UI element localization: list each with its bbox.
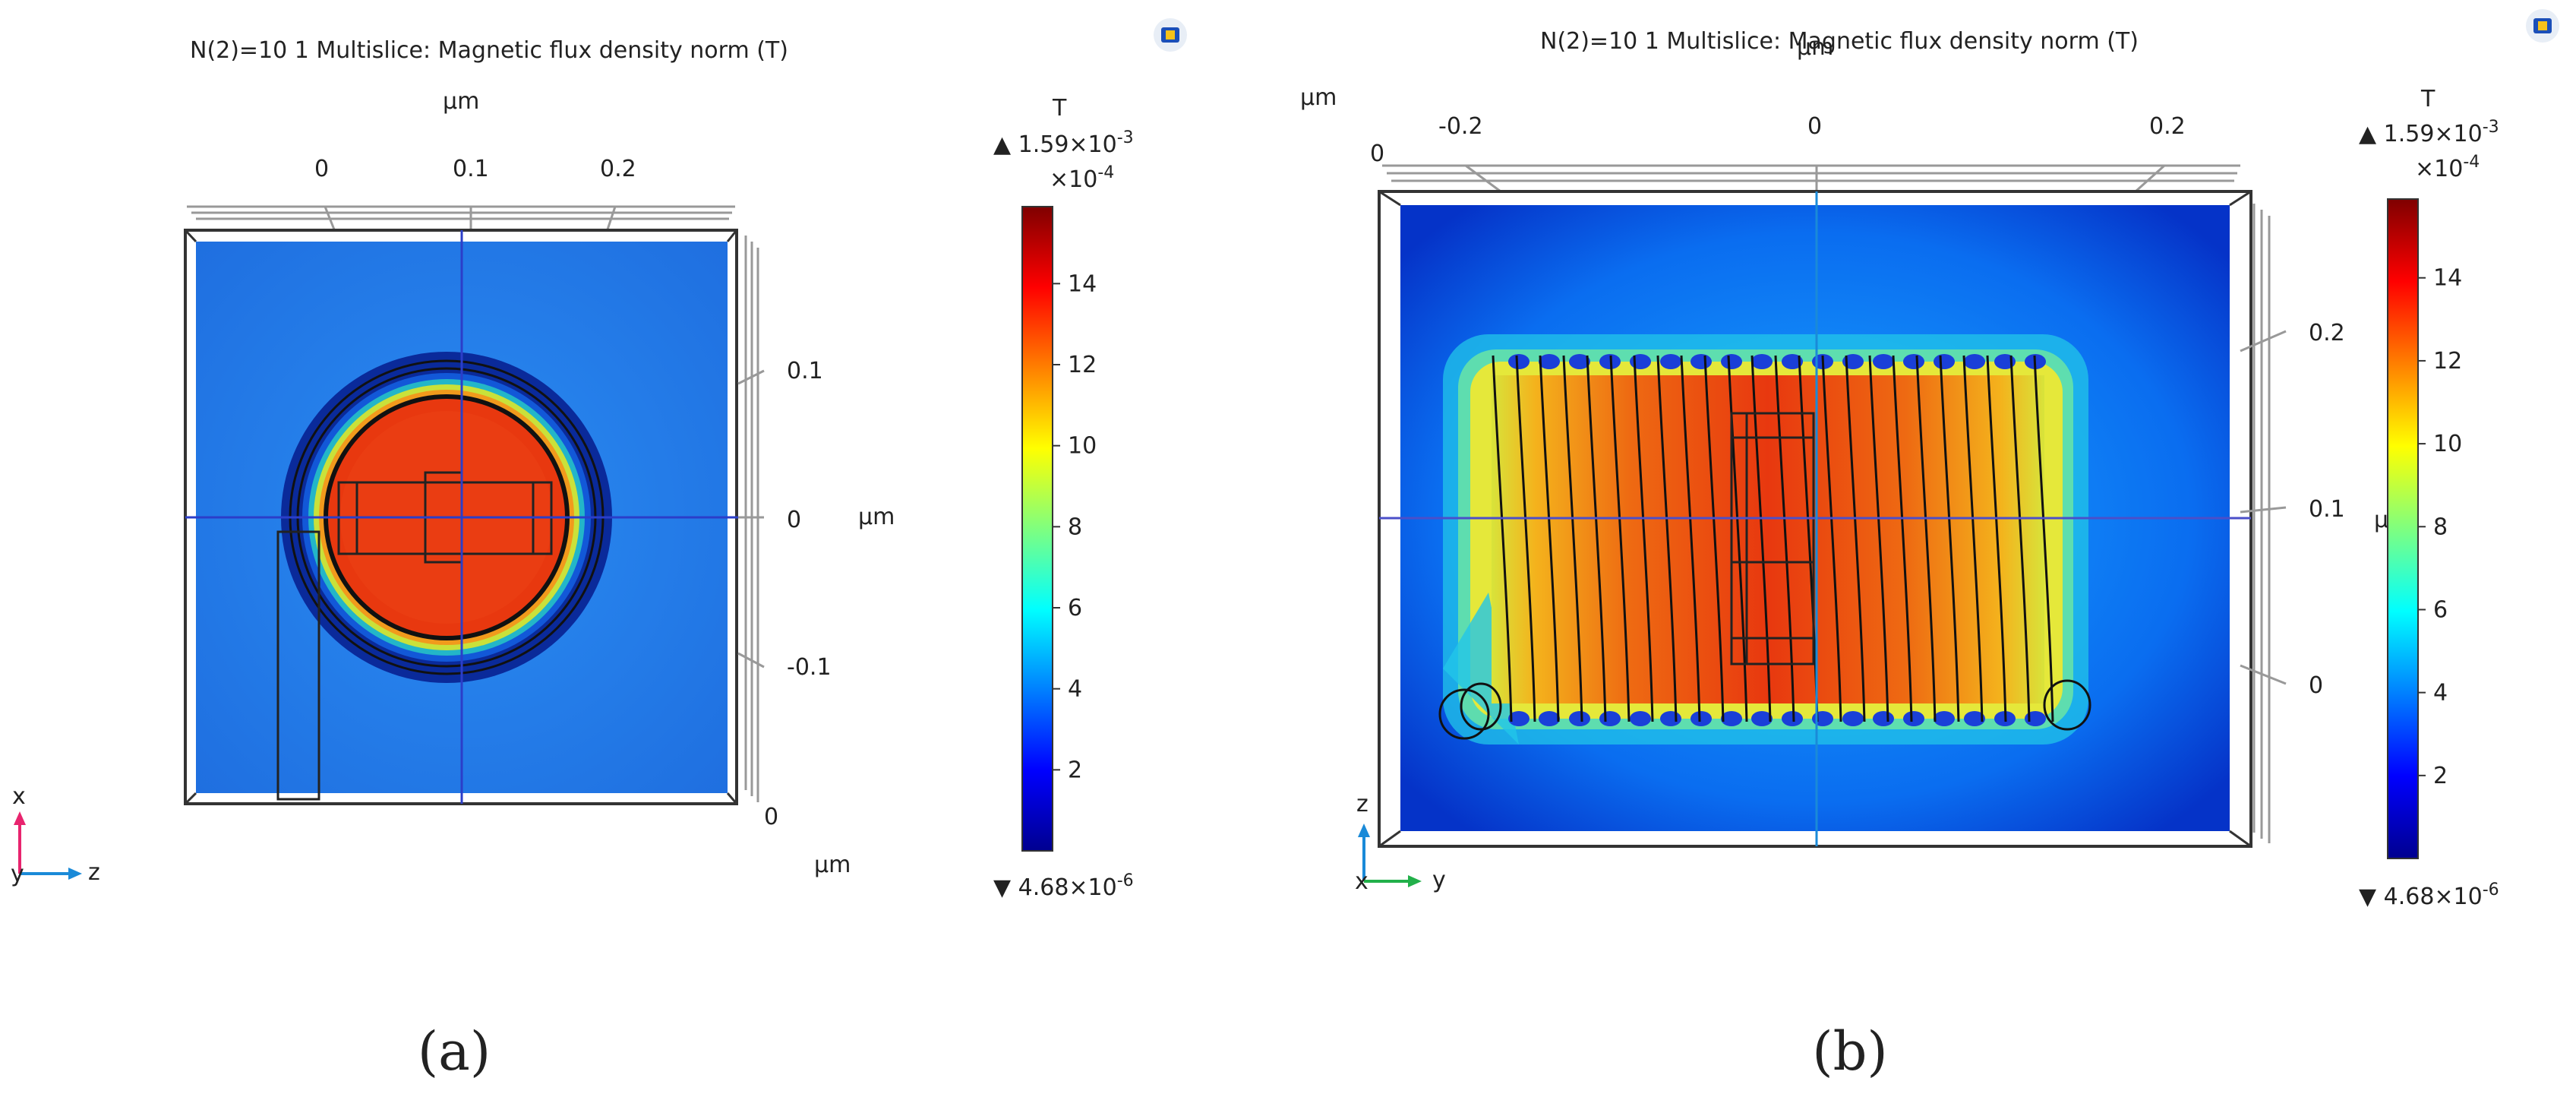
panel-a-triad-up-label: x [12, 783, 26, 810]
panel-a-axis-triad: x z y [11, 783, 100, 887]
panel-b-coil-turn [1986, 355, 2007, 722]
panel-b-colorbar-min: ▼ 4.68×10-6 [2359, 880, 2499, 910]
panel_a-colorbar-tick-label: 8 [1068, 514, 1082, 540]
panel-a-top-tick-1: 0.1 [453, 156, 489, 182]
panel-b-right-ruler [2240, 204, 2287, 843]
panel-b-coil-turn [1750, 355, 1772, 722]
panel-a-triad-right-label: z [88, 859, 100, 886]
panel-b-logo-icon [2526, 9, 2559, 43]
panel-b-coil-turn [1939, 355, 1960, 722]
panel-b-coil-turn [1774, 355, 1795, 722]
panel-b: N(2)=10 1 Multislice: Magnetic flux dens… [1300, 9, 2559, 1083]
panel_b-colorbar-tick-label: 4 [2433, 680, 2448, 707]
panel-a-triad-in-label: y [11, 861, 24, 887]
panel_a-colorbar-tick-label: 6 [1068, 595, 1082, 621]
panel_b-colorbar-tick-label: 8 [2433, 514, 2448, 540]
panel_a-colorbar-tick-label: 10 [1068, 433, 1097, 460]
panel-a-right-tick-0: 0.1 [787, 358, 823, 384]
panel_b-colorbar-tick-label: 6 [2433, 596, 2448, 623]
panel-b-caption: (b) [1812, 1020, 1887, 1083]
panel-b-top-tick-2: 0.2 [2149, 113, 2186, 140]
panel-b-coil-turn [1821, 355, 1842, 722]
panel-b-coil-turn [1892, 355, 1913, 722]
panel-b-coil-turn [1915, 355, 1937, 722]
panel-b-coil-turn [2009, 355, 2031, 722]
panel-b-coil-turn [1868, 355, 1889, 722]
panel-b-colorbar-gradient [2387, 198, 2419, 859]
panel-a-logo-icon [1154, 18, 1187, 52]
panel-b-colorbar: T ▲ 1.59×10-3 ×10-4 14 12 10 8 6 4 2 ▼ 4.68×10… [2359, 86, 2499, 910]
panel-b-coil-turn [1515, 355, 1536, 722]
panel-a-top-tick-2: 0.2 [600, 156, 636, 182]
panel-a-top-tick-0: 0 [314, 156, 329, 182]
panel-a-colorbar-unit: T [1052, 95, 1067, 122]
panel_b-colorbar-tick-label: 12 [2433, 348, 2462, 375]
panel-b-sample-outline [1730, 412, 1815, 665]
panel-a-right-unit: μm [858, 504, 895, 530]
panel_a-colorbar-tick-label: 14 [1068, 270, 1097, 297]
panel-b-coil-turn [1845, 355, 1866, 722]
panel-b-axis-triad: z y x [1355, 791, 1446, 895]
panel-b-triad-in-label: x [1355, 868, 1368, 895]
panel_a-colorbar-tick-label: 4 [1068, 676, 1082, 703]
panel-a-lead-wire [276, 530, 320, 801]
panel-a-top-ruler [187, 205, 735, 230]
panel_a-colorbar-tick-label: 2 [1068, 757, 1082, 783]
panel-b-colorbar-scale: ×10-4 [2415, 153, 2480, 182]
panel-b-coil-turn [1539, 355, 1560, 722]
panel-b-top-center-unit: μm [1797, 34, 1833, 61]
panel-b-coil-turn [1586, 355, 1607, 722]
panel-a-colorbar: T ▲ 1.59×10-3 ×10-4 14 12 10 8 6 4 2 ▼ 4.68×10… [993, 95, 1134, 901]
panel_a-colorbar-tick-label: 12 [1068, 352, 1097, 378]
panel-b-coil-turn [1609, 355, 1631, 722]
panel-a-right-ruler [737, 236, 765, 802]
panel-b-coil-turn [1633, 355, 1654, 722]
panel-b-coil-turn [1727, 355, 1748, 722]
panel-b-top-ruler [1382, 164, 2240, 193]
panel-b-right-tick-1: 0.1 [2309, 496, 2345, 523]
panel-b-top-tick-0: -0.2 [1438, 113, 1483, 140]
panel-a-right-tick-2: -0.1 [787, 654, 832, 681]
panel_b-colorbar-tick-label: 14 [2433, 265, 2462, 292]
panel-a-top-unit: μm [443, 88, 479, 115]
panel-b-right-unit: μ [2374, 507, 2388, 533]
panel-b-coil-turn [1680, 355, 1701, 722]
panel-b-coil-windings [1492, 355, 2054, 722]
panel-a-title: N(2)=10 1 Multislice: Magnetic flux dens… [190, 37, 788, 64]
panel-b-right-tick-2: 0 [2309, 672, 2323, 699]
panel-b-top-tick-1: 0 [1807, 113, 1822, 140]
panel-b-colorbar-unit: T [2420, 86, 2436, 112]
panel-b-coil-turn [1703, 355, 1725, 722]
panel-b-coil-turn [1492, 355, 1513, 722]
panel-b-coil-turn [1562, 355, 1583, 722]
panel-b-end-rings [1438, 679, 2091, 740]
panel-b-corner-zero: 0 [1370, 141, 1384, 167]
panel-b-title: N(2)=10 1 Multislice: Magnetic flux dens… [1540, 28, 2139, 55]
panel-a-colorbar-scale: ×10-4 [1050, 163, 1114, 193]
panel-a-colorbar-min: ▼ 4.68×10-6 [993, 871, 1134, 901]
panel-b-triad-up-label: z [1356, 791, 1368, 817]
panel-a-caption: (a) [418, 1020, 491, 1083]
panel_b-colorbar-tick-label: 2 [2433, 763, 2448, 789]
panel-a-colorbar-gradient [1021, 206, 1053, 852]
panel-b-colorbar-max: ▲ 1.59×10-3 [2359, 118, 2499, 147]
panel-b-coil-turn [1656, 355, 1678, 722]
panel-a-bottom-tick: 0 [764, 804, 778, 830]
panel-a-bottom-unit: μm [814, 852, 851, 878]
panel_b-colorbar-tick-label: 10 [2433, 431, 2462, 457]
panel-b-top-left-unit: μm [1300, 84, 1337, 111]
panel-b-coil-turn [2033, 355, 2054, 722]
panel-b-triad-right-label: y [1432, 867, 1446, 893]
panel-a: N(2)=10 1 Multislice: Magnetic flux dens… [11, 18, 1187, 1083]
panel-a-colorbar-max: ▲ 1.59×10-3 [993, 128, 1134, 158]
panel-a-right-tick-1: 0 [787, 507, 801, 533]
panel-b-right-tick-0: 0.2 [2309, 320, 2345, 346]
panel-b-coil-turn [1962, 355, 1984, 722]
